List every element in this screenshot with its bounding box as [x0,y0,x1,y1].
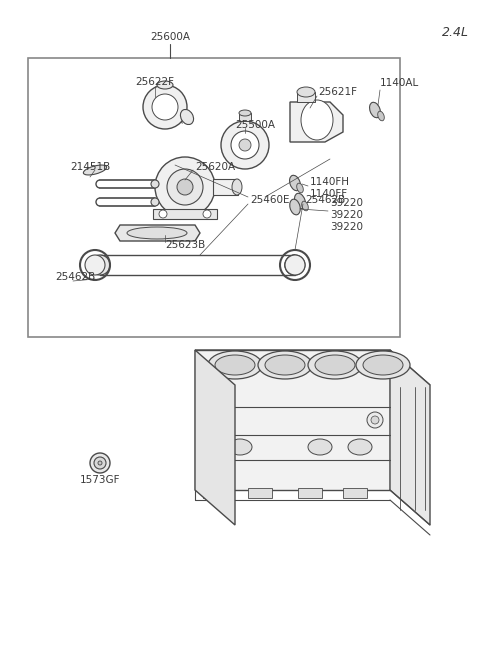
Ellipse shape [315,355,355,375]
Polygon shape [195,350,390,490]
Text: 2.4L: 2.4L [442,26,468,39]
Text: 39220: 39220 [330,210,363,220]
Polygon shape [115,225,200,241]
Text: 39220: 39220 [330,198,363,208]
Text: 25620A: 25620A [195,162,235,172]
Text: 25500A: 25500A [235,120,275,130]
Polygon shape [195,350,235,525]
Ellipse shape [151,180,159,188]
Circle shape [221,121,269,169]
Text: 1140AL: 1140AL [380,78,419,88]
Ellipse shape [84,165,107,175]
Text: 21451B: 21451B [70,162,110,172]
Circle shape [159,210,167,218]
Circle shape [203,210,211,218]
Ellipse shape [308,351,362,379]
Ellipse shape [232,179,242,195]
Ellipse shape [290,199,300,215]
Circle shape [239,139,251,151]
Circle shape [143,85,187,129]
Ellipse shape [378,111,384,121]
Circle shape [367,412,383,428]
Ellipse shape [239,110,251,116]
Circle shape [206,416,214,424]
Ellipse shape [215,355,255,375]
Ellipse shape [302,201,308,211]
Polygon shape [195,350,430,385]
Bar [213,179,238,195]
Circle shape [85,255,105,275]
Bar [28,58,400,337]
Polygon shape [290,102,343,142]
FancyBboxPatch shape [265,364,315,398]
Text: 25460E: 25460E [250,195,289,205]
Bar [297,92,315,102]
Ellipse shape [297,87,315,97]
Text: 25462B: 25462B [305,195,345,205]
Circle shape [155,157,215,217]
FancyBboxPatch shape [330,364,380,398]
Ellipse shape [308,439,332,455]
Text: 25623B: 25623B [165,240,205,250]
Ellipse shape [363,355,403,375]
Text: 25462B: 25462B [55,272,95,282]
Polygon shape [153,209,217,219]
Circle shape [285,255,305,275]
Ellipse shape [301,100,333,140]
Ellipse shape [157,81,173,89]
Text: 1140FF: 1140FF [310,189,348,199]
Bar [239,113,251,121]
Circle shape [94,457,106,469]
Circle shape [177,179,193,195]
Circle shape [371,416,379,424]
Text: 25600A: 25600A [150,32,190,42]
Ellipse shape [348,439,372,455]
Ellipse shape [151,198,159,206]
FancyBboxPatch shape [395,403,427,442]
Circle shape [98,461,102,465]
Ellipse shape [289,176,300,191]
Ellipse shape [356,351,410,379]
Bar [248,488,272,498]
Ellipse shape [295,193,305,209]
Circle shape [152,94,178,120]
Ellipse shape [180,109,193,124]
Circle shape [231,131,259,159]
Ellipse shape [127,227,187,239]
Text: 39220: 39220 [330,222,363,232]
Ellipse shape [90,255,110,275]
Ellipse shape [265,355,305,375]
FancyBboxPatch shape [395,458,427,492]
Bar [343,488,367,498]
Ellipse shape [228,439,252,455]
Polygon shape [390,350,430,525]
Circle shape [167,169,203,205]
Text: 25622F: 25622F [135,77,175,87]
Bar [298,488,322,498]
Text: 1140FH: 1140FH [310,177,350,187]
Circle shape [90,453,110,473]
FancyBboxPatch shape [200,364,250,398]
Bar [203,488,227,498]
Text: 25621F: 25621F [318,87,357,97]
Text: 1573GF: 1573GF [80,475,120,485]
Ellipse shape [285,255,305,275]
Circle shape [202,412,218,428]
Ellipse shape [370,102,381,118]
Ellipse shape [258,351,312,379]
Ellipse shape [208,351,262,379]
Ellipse shape [297,183,303,193]
